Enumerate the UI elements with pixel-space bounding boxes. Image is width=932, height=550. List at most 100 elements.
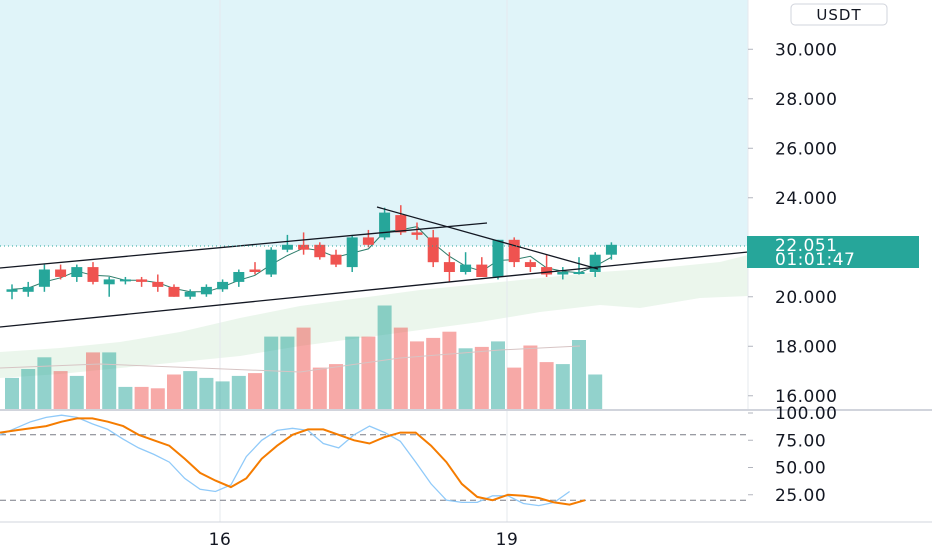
volume-bar xyxy=(442,331,457,409)
price-axis[interactable]: USDT 30.000 28.000 26.000 24.000 20.000 18.00… xyxy=(747,3,919,407)
volume-bar xyxy=(345,336,360,410)
candle-body xyxy=(200,286,212,295)
time-label-19: 19 xyxy=(496,530,519,550)
volume-bar xyxy=(5,377,19,409)
volume-bar xyxy=(53,371,68,410)
volume-bar xyxy=(312,367,327,409)
volume-bar xyxy=(37,357,52,410)
currency-button[interactable] xyxy=(790,3,888,26)
volume-bar xyxy=(491,341,505,409)
volume-bar xyxy=(231,375,246,409)
oscillator-pane[interactable]: 100.00 75.00 50.00 25.00 xyxy=(0,404,837,507)
candle-body xyxy=(573,272,585,274)
currency-label: USDT xyxy=(816,6,861,24)
candle-body xyxy=(330,254,342,265)
candle-body xyxy=(362,237,374,245)
candle-body xyxy=(55,269,67,277)
candle-body xyxy=(184,291,196,297)
volume-bar xyxy=(264,336,279,410)
price-tick-label: 20.000 xyxy=(775,288,837,308)
current-price-label: 22.051 xyxy=(775,236,837,256)
volume-bars xyxy=(0,305,603,410)
candle-body xyxy=(249,269,261,272)
time-axis[interactable]: 16 19 xyxy=(209,530,519,550)
volume-bar xyxy=(21,369,36,409)
candle-body xyxy=(298,244,310,250)
volume-bar xyxy=(150,388,165,409)
volume-bar xyxy=(507,367,522,409)
candles[interactable] xyxy=(6,205,617,300)
price-tick-label: 30.000 xyxy=(775,40,837,60)
volume-bar xyxy=(183,371,198,410)
time-label-16: 16 xyxy=(209,530,232,550)
volume-bar xyxy=(474,346,489,409)
volume-bar xyxy=(215,381,230,409)
candle-body xyxy=(87,267,99,282)
volume-bar xyxy=(377,305,392,409)
candle-body xyxy=(168,286,180,297)
candle-body xyxy=(38,269,50,287)
candle-body xyxy=(541,267,553,275)
candle-body xyxy=(557,272,569,275)
oscillator-tick-label: 75.00 xyxy=(775,431,826,451)
candle-body xyxy=(443,262,455,272)
candle-body xyxy=(314,244,326,258)
volume-bar xyxy=(426,337,441,409)
volume-bar xyxy=(118,386,133,409)
trendlines[interactable] xyxy=(0,206,749,328)
volume-bar xyxy=(393,327,408,409)
volume-ma-line xyxy=(0,345,581,373)
cloud-area xyxy=(0,255,748,378)
oscillator-tick-labels: 100.00 75.00 50.00 25.00 xyxy=(748,404,837,506)
volume-bar xyxy=(134,386,149,409)
candle-body xyxy=(217,281,229,290)
volume-bar xyxy=(296,327,311,409)
price-tick-label: 18.000 xyxy=(775,337,837,357)
candle-body xyxy=(119,279,131,282)
candle-body xyxy=(265,249,277,275)
candle-body xyxy=(379,212,391,238)
volume-bar xyxy=(86,352,100,409)
volume-bar xyxy=(280,336,295,410)
volume-bar xyxy=(523,345,538,409)
oscillator-lines xyxy=(0,414,748,507)
candle-body xyxy=(6,289,18,292)
candle-body xyxy=(589,254,601,272)
volume-bar xyxy=(572,340,586,409)
cloud-fill xyxy=(0,255,748,378)
trendline-lower-channel xyxy=(0,251,749,328)
oscillator-signal-line xyxy=(0,414,570,507)
candle-body xyxy=(103,279,115,285)
candle-body xyxy=(476,264,488,277)
candle-body xyxy=(136,279,148,282)
volume-bar xyxy=(248,373,262,409)
volume-bar xyxy=(555,364,570,409)
trendline-descending xyxy=(376,206,599,270)
price-tick-label: 24.000 xyxy=(775,189,837,209)
candle-body xyxy=(460,264,472,272)
candle-body xyxy=(346,237,358,268)
volume-bar xyxy=(102,352,117,409)
candle-body xyxy=(22,286,34,292)
candle-body xyxy=(411,232,423,235)
volume-bar xyxy=(458,348,473,409)
candle-body xyxy=(395,215,407,233)
volume-bar xyxy=(539,362,554,409)
volume-bar xyxy=(199,377,214,409)
price-pane[interactable] xyxy=(0,0,749,522)
volume-bar xyxy=(69,375,84,409)
oscillator-main-line xyxy=(0,417,586,506)
shaded-zone xyxy=(0,0,748,246)
price-tick-label: 28.000 xyxy=(775,90,837,110)
price-tick-labels: 30.000 28.000 26.000 24.000 20.000 18.000 16.0… xyxy=(748,40,837,407)
oscillator-tick-label: 100.00 xyxy=(775,404,837,424)
volume-bar xyxy=(588,374,603,409)
candle-body xyxy=(492,239,504,277)
volume-bar xyxy=(167,374,181,409)
current-price-badge xyxy=(747,236,919,268)
candle-body xyxy=(233,272,245,282)
oscillator-tick-label: 50.00 xyxy=(775,459,826,479)
candle-body xyxy=(281,244,293,250)
candle-body xyxy=(427,237,439,263)
